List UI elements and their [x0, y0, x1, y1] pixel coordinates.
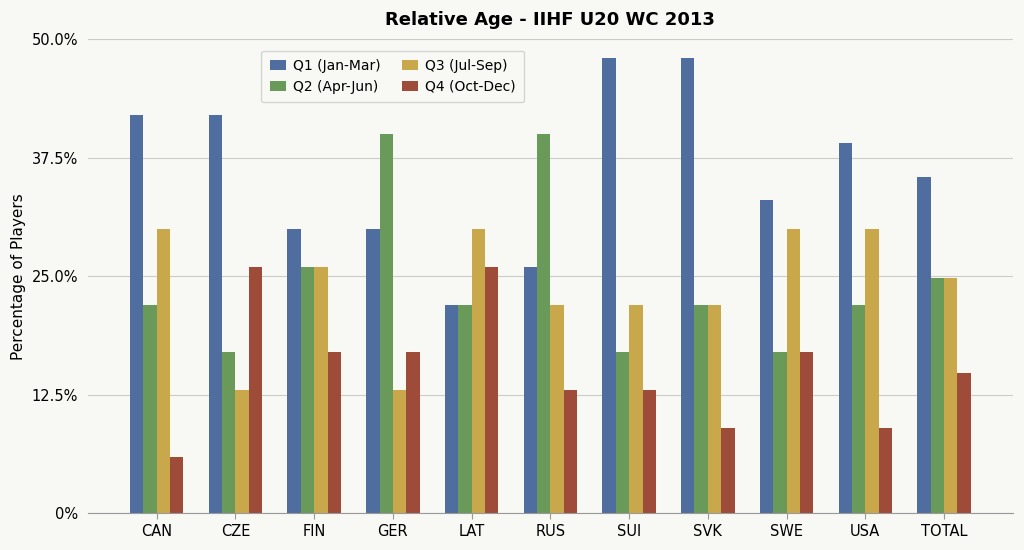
Y-axis label: Percentage of Players: Percentage of Players — [11, 193, 26, 360]
Bar — [249, 267, 262, 514]
Bar — [721, 428, 734, 514]
Bar — [681, 58, 694, 514]
Bar — [485, 267, 499, 514]
Legend: Q1 (Jan-Mar), Q2 (Apr-Jun), Q3 (Jul-Sep), Q4 (Oct-Dec): Q1 (Jan-Mar), Q2 (Apr-Jun), Q3 (Jul-Sep)… — [261, 51, 524, 102]
Bar — [694, 305, 708, 514]
Bar — [865, 229, 879, 514]
Bar — [879, 428, 892, 514]
Bar — [130, 115, 143, 514]
Bar — [393, 390, 407, 514]
Bar — [143, 305, 157, 514]
Bar — [642, 390, 656, 514]
Bar — [708, 305, 721, 514]
Bar — [472, 229, 485, 514]
Bar — [918, 177, 931, 514]
Bar — [314, 267, 328, 514]
Bar — [236, 390, 249, 514]
Bar — [444, 305, 459, 514]
Bar — [170, 456, 183, 514]
Bar — [602, 58, 615, 514]
Bar — [944, 278, 957, 514]
Bar — [157, 229, 170, 514]
Bar — [931, 278, 944, 514]
Bar — [550, 305, 564, 514]
Bar — [288, 229, 301, 514]
Bar — [773, 352, 786, 514]
Bar — [222, 352, 236, 514]
Bar — [839, 144, 852, 514]
Bar — [786, 229, 800, 514]
Bar — [367, 229, 380, 514]
Bar — [760, 200, 773, 514]
Bar — [301, 267, 314, 514]
Bar — [800, 352, 813, 514]
Bar — [380, 134, 393, 514]
Bar — [537, 134, 550, 514]
Title: Relative Age - IIHF U20 WC 2013: Relative Age - IIHF U20 WC 2013 — [385, 11, 716, 29]
Bar — [328, 352, 341, 514]
Bar — [459, 305, 472, 514]
Bar — [407, 352, 420, 514]
Bar — [564, 390, 578, 514]
Bar — [209, 115, 222, 514]
Bar — [523, 267, 537, 514]
Bar — [615, 352, 629, 514]
Bar — [852, 305, 865, 514]
Bar — [629, 305, 642, 514]
Bar — [957, 373, 971, 514]
